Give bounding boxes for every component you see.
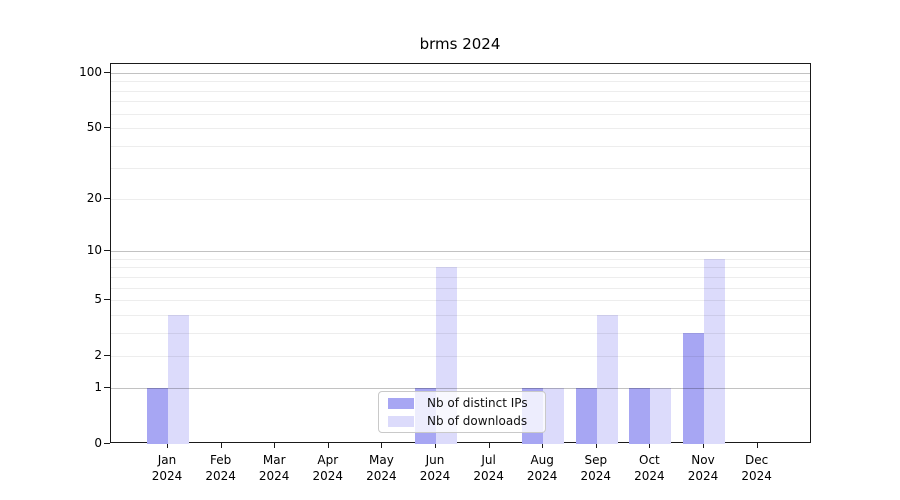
x-axis-tick-mark xyxy=(327,443,329,448)
legend-label-downloads: Nb of downloads xyxy=(427,414,528,428)
y-axis-tick-label: 20 xyxy=(86,191,102,206)
x-axis-tick-label: Jul 2024 xyxy=(473,453,504,483)
y-axis-tick-mark xyxy=(104,126,110,128)
bar-distinct-ips xyxy=(575,388,597,444)
bar-downloads xyxy=(596,314,618,444)
legend-item-distinct-ips: Nb of distinct IPs xyxy=(379,396,545,410)
y-axis-tick-mark xyxy=(104,299,110,300)
y-axis-tick-mark xyxy=(104,72,110,73)
y-axis-tick-label: 5 xyxy=(94,292,102,306)
bar-downloads xyxy=(543,388,565,444)
bar-distinct-ips xyxy=(147,388,168,444)
legend-swatch-distinct-ips xyxy=(388,397,414,409)
x-axis-tick-label: Nov 2024 xyxy=(687,453,719,483)
x-axis-tick-label: Jan 2024 xyxy=(151,453,183,483)
x-axis-tick-label: Jun 2024 xyxy=(419,453,451,483)
y-axis-tick-mark xyxy=(104,250,110,252)
x-axis-tick-mark xyxy=(703,443,704,448)
y-axis-tick-mark xyxy=(104,443,110,444)
bar-downloads xyxy=(704,258,725,444)
bar-distinct-ips xyxy=(629,388,651,444)
x-axis-tick-mark xyxy=(435,443,436,448)
x-axis-tick-mark xyxy=(381,443,383,448)
x-axis-tick-label: May 2024 xyxy=(366,453,397,483)
y-axis-tick-label: 1 xyxy=(94,380,102,395)
x-axis-tick-label: Feb 2024 xyxy=(205,453,236,483)
x-axis-tick-mark xyxy=(756,443,758,448)
bar-downloads xyxy=(650,388,672,444)
y-axis-tick-mark xyxy=(104,354,110,356)
y-axis-tick-label: 0 xyxy=(94,436,102,450)
bar-downloads xyxy=(168,314,189,444)
plot-area xyxy=(110,63,811,444)
legend-label-distinct-ips: Nb of distinct IPs xyxy=(427,396,528,410)
x-axis-tick-mark xyxy=(220,443,222,448)
bars-layer xyxy=(111,64,810,444)
y-axis-tick-mark xyxy=(104,387,110,389)
y-axis-tick-label: 10 xyxy=(86,243,102,258)
legend: Nb of distinct IPs Nb of downloads xyxy=(378,391,546,433)
x-axis-tick-mark xyxy=(542,443,544,448)
y-axis-tick-label: 50 xyxy=(86,119,102,134)
chart-title: brms 2024 xyxy=(419,35,501,53)
x-axis-tick-label: Mar 2024 xyxy=(258,453,290,483)
legend-swatch-downloads xyxy=(388,415,414,427)
x-axis-tick-label: Aug 2024 xyxy=(526,453,558,483)
bar-distinct-ips xyxy=(683,332,704,444)
y-axis-tick-mark xyxy=(104,198,110,200)
y-axis-tick-label: 100 xyxy=(79,65,102,79)
x-axis-tick-mark xyxy=(595,443,597,448)
x-axis-tick-mark xyxy=(488,443,490,448)
x-axis-tick-mark xyxy=(274,443,276,448)
legend-item-downloads: Nb of downloads xyxy=(379,414,545,428)
x-axis-tick-label: Apr 2024 xyxy=(312,453,344,483)
x-axis-tick-label: Oct 2024 xyxy=(634,453,665,483)
x-axis-tick-mark xyxy=(167,443,168,448)
x-axis-tick-label: Dec 2024 xyxy=(741,453,772,483)
y-axis-tick-label: 2 xyxy=(94,347,102,362)
x-axis-tick-mark xyxy=(649,443,651,448)
x-axis-tick-label: Sep 2024 xyxy=(580,453,612,483)
